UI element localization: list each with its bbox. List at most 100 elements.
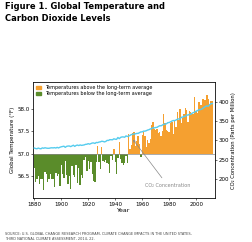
Bar — [203, 100, 204, 154]
Bar — [180, 123, 181, 154]
Bar — [115, 154, 117, 174]
Bar — [56, 154, 58, 176]
Bar — [46, 154, 47, 174]
Bar — [40, 154, 42, 179]
Bar — [60, 154, 62, 165]
Bar — [39, 154, 40, 184]
Bar — [183, 114, 184, 154]
Bar — [196, 113, 197, 154]
Bar — [159, 132, 160, 154]
Bar — [55, 154, 56, 173]
Bar — [136, 141, 137, 154]
Bar — [52, 154, 54, 179]
Bar — [68, 154, 70, 176]
Bar — [154, 130, 156, 154]
Bar — [157, 133, 159, 154]
Bar — [168, 132, 169, 154]
Bar — [172, 134, 173, 154]
Bar — [179, 109, 180, 154]
Bar — [64, 154, 66, 161]
Bar — [121, 154, 122, 163]
Bar — [188, 111, 189, 154]
Bar — [199, 105, 200, 154]
Bar — [195, 111, 196, 154]
Bar — [207, 99, 208, 154]
Bar — [66, 154, 67, 175]
Bar — [208, 104, 209, 154]
Bar — [113, 149, 114, 154]
Bar — [126, 154, 128, 163]
Bar — [42, 154, 43, 179]
X-axis label: Year: Year — [117, 208, 130, 213]
Text: SOURCE: U.S. GLOBAL CHANGE RESEARCH PROGRAM, CLIMATE CHANGE IMPACTS IN THE UNITE: SOURCE: U.S. GLOBAL CHANGE RESEARCH PROG… — [5, 232, 191, 241]
Bar — [35, 154, 36, 182]
Bar — [79, 154, 80, 185]
Bar — [204, 100, 205, 154]
Bar — [175, 127, 176, 154]
Bar — [63, 154, 64, 178]
Bar — [71, 154, 72, 166]
Bar — [94, 154, 95, 182]
Bar — [171, 122, 172, 154]
Bar — [74, 154, 75, 177]
Bar — [145, 147, 146, 154]
Bar — [137, 136, 138, 154]
Bar — [44, 154, 46, 172]
Bar — [185, 110, 187, 154]
Bar — [58, 154, 59, 174]
Bar — [117, 154, 118, 158]
Bar — [102, 154, 103, 161]
Bar — [144, 136, 145, 154]
Bar — [205, 95, 207, 154]
Bar — [153, 129, 154, 154]
Bar — [197, 102, 199, 154]
Bar — [34, 154, 35, 168]
Bar — [51, 154, 52, 179]
Bar — [88, 154, 90, 169]
Bar — [114, 154, 115, 162]
Bar — [98, 154, 99, 162]
Bar — [47, 154, 48, 182]
Bar — [103, 154, 105, 162]
Bar — [130, 145, 132, 154]
Bar — [138, 144, 140, 154]
Bar — [67, 154, 68, 184]
Bar — [91, 154, 92, 174]
Bar — [133, 132, 134, 154]
Bar — [169, 123, 171, 154]
Bar — [36, 154, 38, 179]
Bar — [184, 108, 185, 154]
Bar — [122, 154, 123, 165]
Bar — [189, 112, 191, 154]
Bar — [181, 119, 183, 154]
Bar — [92, 154, 94, 182]
Bar — [201, 99, 203, 154]
Bar — [191, 114, 192, 154]
Bar — [150, 125, 152, 154]
Bar — [152, 122, 153, 154]
Bar — [50, 154, 51, 174]
Bar — [119, 154, 121, 159]
Bar — [177, 120, 179, 154]
Legend: Temperatures above the long-term average, Temperatures below the long-term avera: Temperatures above the long-term average… — [35, 85, 152, 97]
Text: CO₂ Concentration: CO₂ Concentration — [133, 140, 190, 188]
Bar — [86, 154, 87, 171]
Bar — [123, 154, 125, 163]
Bar — [75, 154, 76, 165]
Bar — [107, 154, 109, 164]
Bar — [76, 154, 78, 183]
Bar — [82, 154, 83, 178]
Bar — [87, 154, 88, 161]
Bar — [105, 154, 106, 160]
Y-axis label: CO₂ Concentration (Parts per Million): CO₂ Concentration (Parts per Million) — [230, 92, 235, 189]
Bar — [134, 146, 136, 154]
Bar — [140, 154, 141, 157]
Bar — [78, 154, 79, 168]
Bar — [156, 129, 157, 154]
Bar — [149, 139, 150, 154]
Bar — [83, 154, 84, 160]
Bar — [167, 130, 168, 154]
Bar — [59, 154, 60, 186]
Bar — [200, 106, 201, 154]
Bar — [176, 113, 177, 154]
